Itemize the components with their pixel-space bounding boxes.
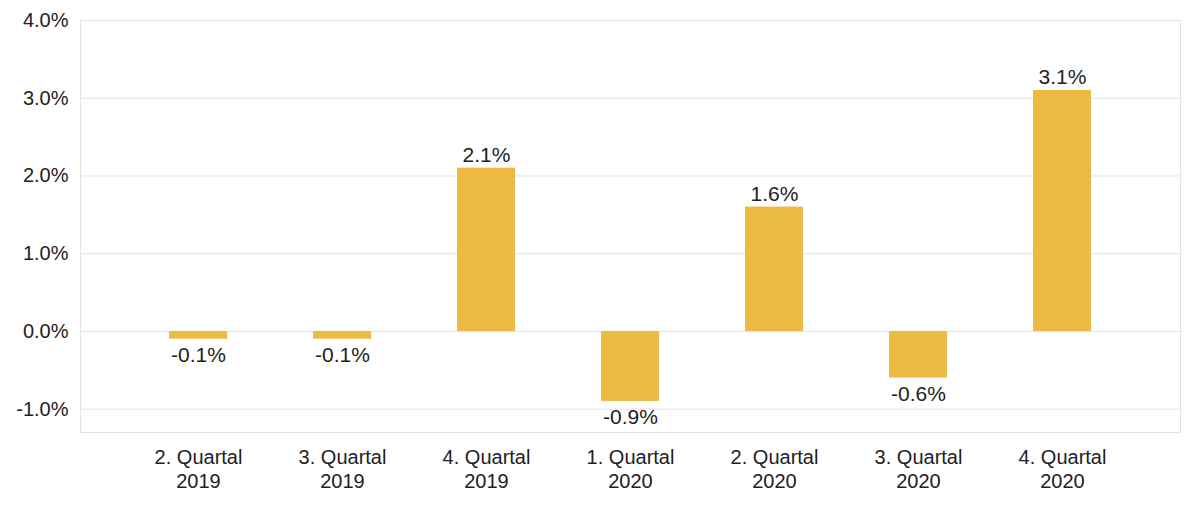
svg-text:-1.0%: -1.0% xyxy=(16,398,68,420)
svg-text:0.0%: 0.0% xyxy=(23,320,69,342)
svg-text:3. Quartal2020: 3. Quartal2020 xyxy=(875,446,963,492)
svg-text:2. Quartal2020: 2. Quartal2020 xyxy=(731,446,819,492)
svg-text:4. Quartal2020: 4. Quartal2020 xyxy=(1019,446,1107,492)
svg-text:-0.1%: -0.1% xyxy=(171,343,226,366)
svg-text:2.1%: 2.1% xyxy=(463,143,511,166)
svg-text:2.0%: 2.0% xyxy=(23,164,69,186)
svg-text:-0.6%: -0.6% xyxy=(891,382,946,405)
svg-text:1. Quartal2020: 1. Quartal2020 xyxy=(587,446,675,492)
svg-text:-0.1%: -0.1% xyxy=(315,343,370,366)
svg-text:4.0%: 4.0% xyxy=(23,9,69,31)
svg-text:3.1%: 3.1% xyxy=(1039,65,1087,88)
svg-text:4. Quartal2019: 4. Quartal2019 xyxy=(443,446,531,492)
svg-text:-0.9%: -0.9% xyxy=(603,405,658,428)
svg-text:1.6%: 1.6% xyxy=(751,182,799,205)
svg-text:2. Quartal2019: 2. Quartal2019 xyxy=(155,446,243,492)
svg-text:3. Quartal2019: 3. Quartal2019 xyxy=(299,446,387,492)
svg-text:1.0%: 1.0% xyxy=(23,242,69,264)
svg-text:3.0%: 3.0% xyxy=(23,87,69,109)
